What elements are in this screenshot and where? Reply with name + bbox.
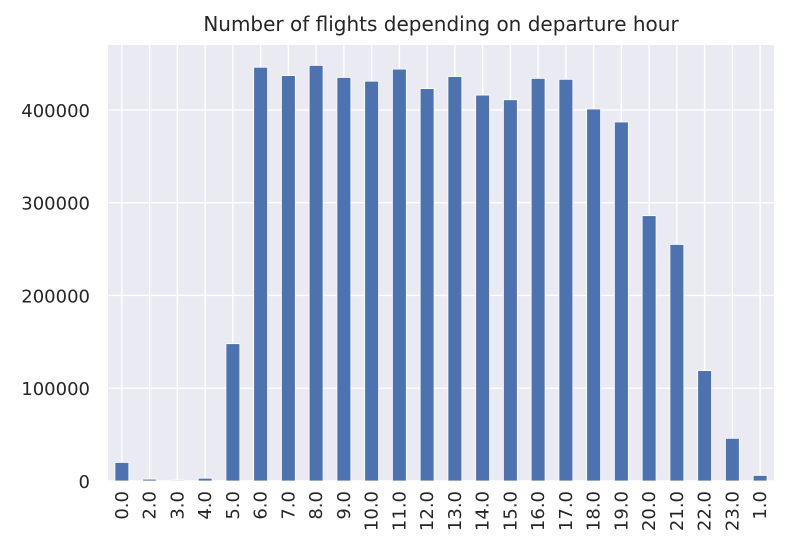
x-tick-label: 0.0 [112,491,133,520]
x-tick-label: 12.0 [417,491,438,531]
bar-18.0 [586,108,601,482]
y-tick-label: 400000 [21,101,90,122]
chart-title: Number of flights depending on departure… [203,12,679,36]
bar-15.0 [503,99,518,482]
x-tick-label: 10.0 [362,491,383,531]
x-tick-label: 19.0 [611,491,632,531]
y-tick-label: 0 [79,472,90,493]
bar-4.0 [197,477,213,482]
x-tick-label: 11.0 [389,491,410,531]
y-tick-label: 200000 [21,286,90,307]
bar-0.0 [114,462,130,482]
bar-5.0 [225,343,241,482]
x-axis-ticks: 0.0 2.0 3.0 4.0 5.0 6.0 7.0 8.0 9.0 10.0 11.0 12.0 1… [112,491,771,531]
x-tick-label: 3.0 [167,491,188,520]
y-axis-ticks: 0 100000 200000 300000 400000 [21,101,90,493]
x-tick-label: 8.0 [306,491,327,520]
bar-10.0 [364,80,379,482]
x-tick-label: 14.0 [473,491,494,531]
bar-2.0 [142,478,157,482]
x-tick-label: 5.0 [223,491,244,520]
x-tick-label: 1.0 [750,491,771,520]
x-tick-label: 2.0 [140,491,161,520]
bar-16.0 [530,77,546,482]
bar-17.0 [558,78,574,482]
bar-21.0 [669,244,685,482]
bar-7.0 [281,75,296,482]
x-tick-label: 20.0 [639,491,660,531]
bar-11.0 [392,68,407,482]
bar-3.0 [170,479,185,482]
y-tick-label: 300000 [21,194,90,215]
bar-23.0 [725,437,740,482]
plot-background [108,45,774,481]
y-tick-label: 100000 [21,379,90,400]
bar-20.0 [641,215,657,482]
bar-9.0 [336,77,352,482]
bar-8.0 [308,65,324,482]
bars [114,65,768,482]
x-tick-label: 16.0 [528,491,549,531]
x-tick-label: 21.0 [667,491,688,531]
x-tick-label: 22.0 [695,491,716,531]
x-tick-label: 7.0 [278,491,299,520]
x-tick-label: 17.0 [556,491,577,531]
bar-19.0 [614,121,629,482]
x-tick-label: 4.0 [195,491,216,520]
bar-22.0 [697,370,712,482]
x-tick-label: 23.0 [722,491,743,531]
bar-12.0 [419,88,435,482]
x-tick-label: 15.0 [500,491,521,531]
bar-13.0 [447,76,463,482]
x-tick-label: 9.0 [334,491,355,520]
x-tick-label: 6.0 [251,491,272,520]
bar-14.0 [475,94,490,482]
bar-6.0 [253,66,268,482]
bar-1.0 [752,475,768,482]
x-tick-label: 18.0 [584,491,605,531]
x-tick-label: 13.0 [445,491,466,531]
